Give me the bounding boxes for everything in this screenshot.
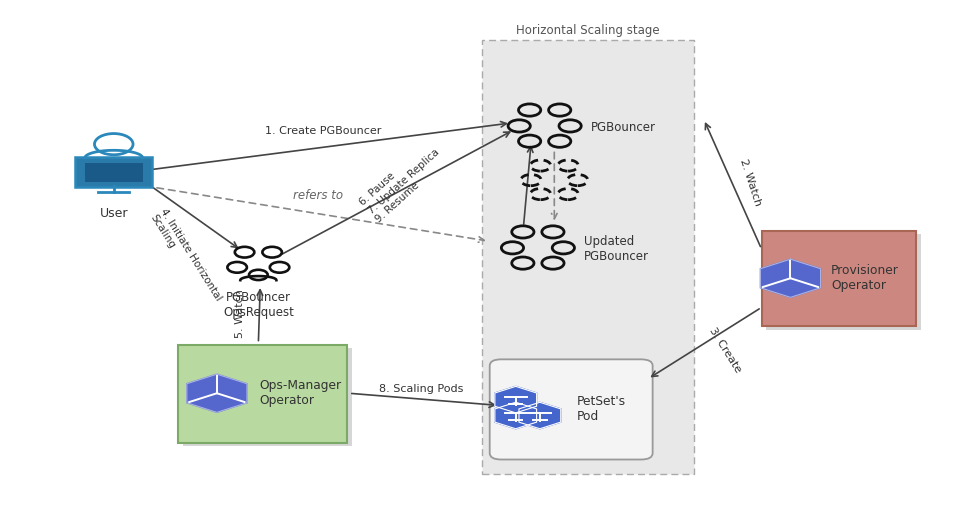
Polygon shape <box>187 374 247 412</box>
Text: 1. Create PGBouncer: 1. Create PGBouncer <box>265 127 381 136</box>
FancyBboxPatch shape <box>490 359 653 460</box>
Text: 2. Watch: 2. Watch <box>737 158 763 208</box>
Polygon shape <box>495 386 537 413</box>
FancyBboxPatch shape <box>482 40 694 474</box>
FancyBboxPatch shape <box>766 234 921 330</box>
Text: Updated
PGBouncer: Updated PGBouncer <box>584 235 649 263</box>
Text: User: User <box>99 207 128 219</box>
Text: PGBouncer: PGBouncer <box>591 121 656 134</box>
FancyBboxPatch shape <box>75 157 152 187</box>
Text: 6. Pause
7. Update Replica
9. Resume: 6. Pause 7. Update Replica 9. Resume <box>358 138 448 224</box>
FancyBboxPatch shape <box>85 163 143 182</box>
Text: 3. Create: 3. Create <box>708 325 742 374</box>
Text: PGBouncer
OpsRequest: PGBouncer OpsRequest <box>223 291 294 319</box>
Text: 8. Scaling Pods: 8. Scaling Pods <box>379 384 464 394</box>
Text: Ops-Manager
Operator: Ops-Manager Operator <box>259 379 341 407</box>
Polygon shape <box>519 402 561 429</box>
Text: 4. Initiate Horizontal
Scaling: 4. Initiate Horizontal Scaling <box>147 206 223 308</box>
Text: refers to: refers to <box>293 189 343 201</box>
Polygon shape <box>761 259 820 297</box>
Text: 5. Watch: 5. Watch <box>235 289 245 338</box>
FancyBboxPatch shape <box>762 231 916 326</box>
FancyBboxPatch shape <box>178 344 347 443</box>
Polygon shape <box>495 402 537 429</box>
Text: Provisioner
Operator: Provisioner Operator <box>831 264 898 292</box>
FancyBboxPatch shape <box>183 348 352 446</box>
Text: PetSet's
Pod: PetSet's Pod <box>576 395 626 423</box>
Text: Horizontal Scaling stage: Horizontal Scaling stage <box>517 24 659 37</box>
